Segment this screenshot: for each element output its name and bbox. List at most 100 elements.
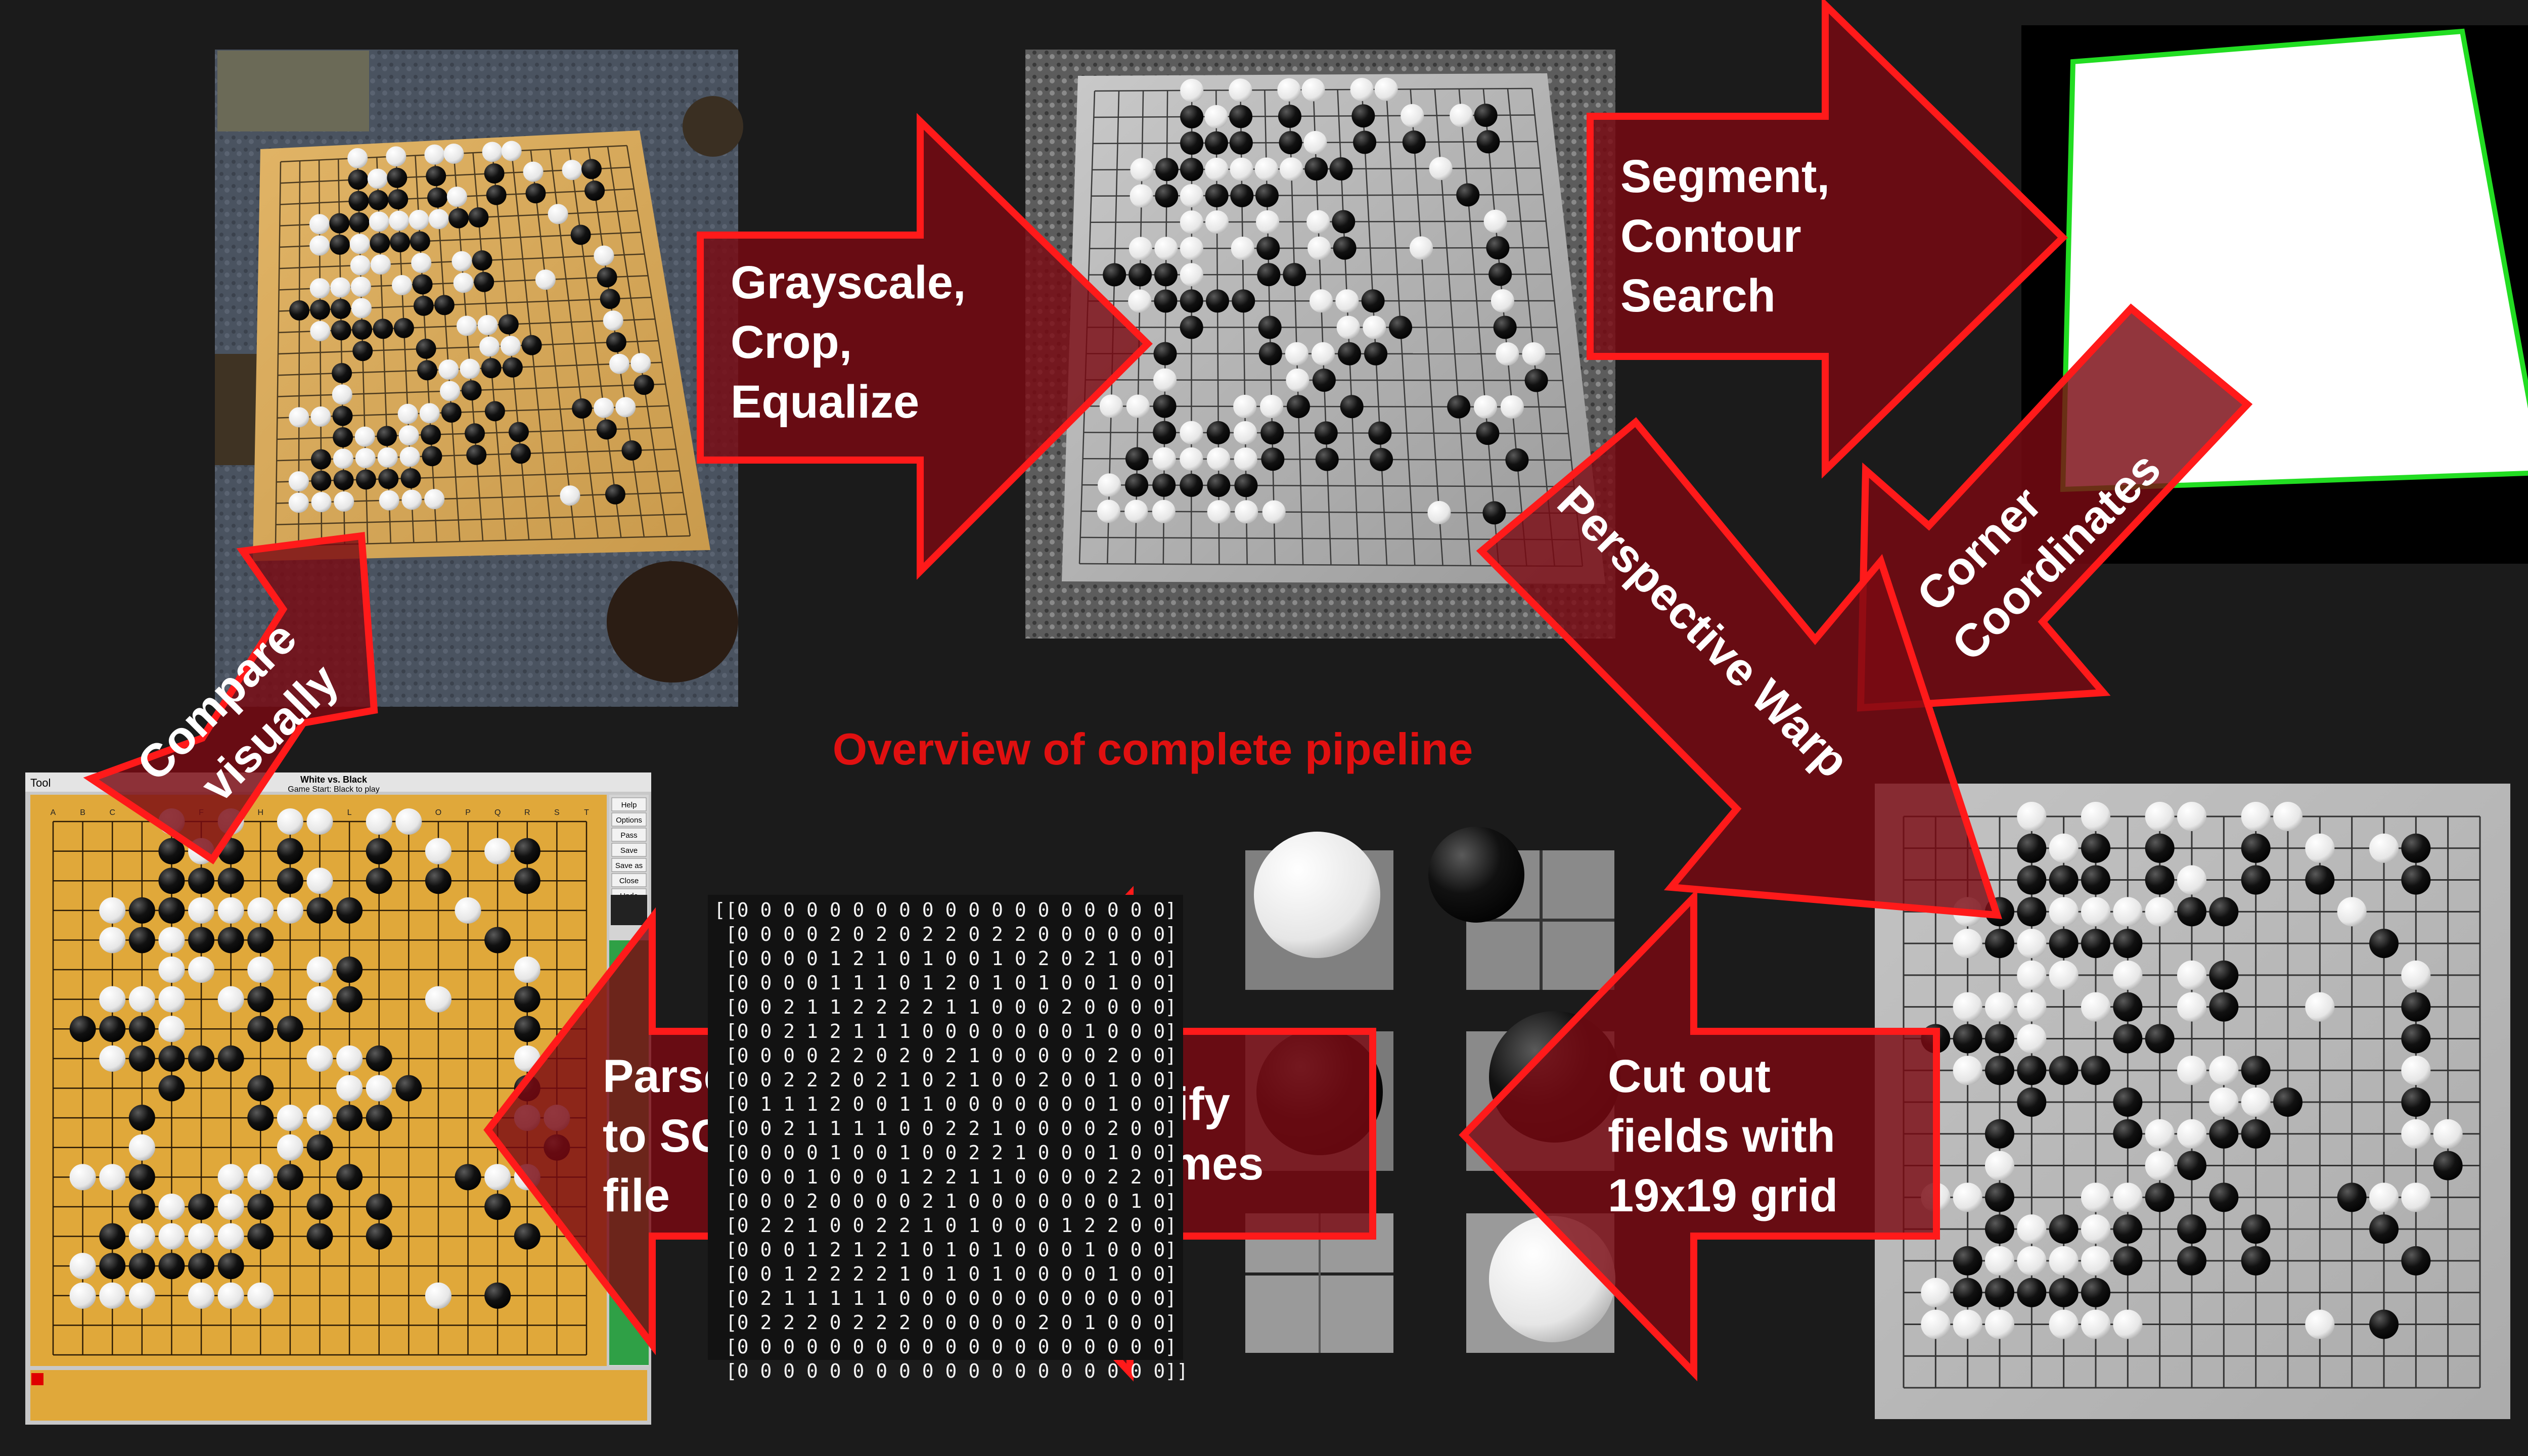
white-stone — [2017, 802, 2047, 831]
white-stone — [217, 1193, 244, 1220]
black-stone — [1153, 421, 1177, 444]
white-stone — [1374, 77, 1398, 101]
black-stone — [1370, 447, 1393, 471]
white-stone — [1235, 500, 1258, 524]
step-label-cut-out: Cut out fields with 19x19 grid — [1608, 1051, 1838, 1221]
black-stone — [468, 207, 489, 228]
black-stone — [393, 317, 414, 338]
white-stone — [2049, 1246, 2079, 1276]
black-stone — [306, 1223, 333, 1250]
black-stone — [2017, 833, 2047, 863]
white-stone — [247, 897, 274, 924]
black-stone — [1205, 289, 1229, 313]
black-stone — [514, 838, 540, 864]
black-stone — [366, 1105, 392, 1131]
white-stone — [349, 234, 370, 254]
black-stone — [1125, 473, 1149, 497]
white-stone — [1953, 929, 1982, 959]
black-stone — [426, 166, 446, 187]
sgf-button[interactable] — [611, 812, 647, 827]
white-stone — [128, 1282, 155, 1309]
white-stone — [1230, 157, 1253, 181]
white-stone — [1496, 342, 1519, 366]
black-stone — [2369, 1309, 2399, 1339]
white-stone — [1180, 237, 1203, 260]
black-stone — [306, 897, 333, 924]
white-stone — [1254, 157, 1278, 181]
white-stone — [288, 471, 309, 492]
white-stone — [609, 353, 629, 374]
black-stone — [2113, 1024, 2143, 1054]
black-stone — [1340, 395, 1364, 419]
black-stone — [2017, 897, 2047, 927]
black-stone — [247, 1016, 274, 1042]
black-stone — [368, 190, 389, 210]
black-stone — [2081, 833, 2110, 863]
black-stone — [2177, 1246, 2206, 1276]
white-stone — [453, 272, 474, 293]
sgf-menu-label[interactable]: Tool — [30, 777, 51, 789]
black-stone — [366, 1045, 392, 1072]
white-stone — [1233, 421, 1257, 445]
white-stone — [2017, 1024, 2047, 1054]
black-stone — [570, 224, 591, 245]
matrix-row: [0 2 1 1 1 1 1 0 0 0 0 0 0 0 0 0 0 0 0] — [714, 1287, 1177, 1309]
white-stone — [370, 254, 391, 275]
white-stone — [2401, 1182, 2431, 1212]
sgf-button[interactable] — [611, 843, 647, 857]
white-stone — [1180, 447, 1203, 471]
black-stone — [417, 360, 437, 381]
white-stone — [306, 1045, 333, 1072]
white-stone — [277, 808, 303, 835]
white-stone — [69, 1282, 96, 1309]
matrix-row: [0 0 2 1 1 1 1 0 0 2 2 1 0 0 0 0 2 0 0] — [714, 1117, 1177, 1140]
black-stone — [128, 1193, 155, 1220]
sgf-button[interactable] — [611, 858, 647, 872]
white-stone — [1363, 315, 1386, 339]
sgf-button-label: Save as — [615, 861, 643, 870]
sgf-button[interactable] — [611, 873, 647, 887]
black-stone — [390, 232, 411, 253]
white-stone — [2113, 960, 2143, 990]
board-col-label: C — [109, 808, 115, 817]
white-stone — [1953, 1182, 1982, 1212]
black-stone — [2049, 1214, 2079, 1244]
white-stone — [2145, 1151, 2175, 1180]
matrix-row: [0 2 2 1 0 0 2 2 1 0 1 0 0 0 1 2 2 0 0] — [714, 1214, 1177, 1237]
white-stone — [158, 1223, 185, 1250]
white-stone — [350, 277, 371, 297]
black-stone — [421, 424, 441, 445]
black-stone — [2273, 1087, 2303, 1117]
white-stone — [428, 209, 449, 230]
white-stone — [443, 144, 464, 164]
white-stone — [1205, 210, 1229, 234]
white-stone — [2017, 960, 2047, 990]
black-stone — [2049, 1278, 2079, 1307]
white-stone — [2209, 1087, 2239, 1117]
black-stone — [247, 927, 274, 953]
white-stone — [69, 1164, 96, 1191]
white-stone — [2177, 960, 2206, 990]
white-stone — [69, 1253, 96, 1280]
black-stone — [310, 299, 331, 320]
sgf-button[interactable] — [611, 797, 647, 811]
white-stone — [2081, 1182, 2110, 1212]
white-stone — [289, 407, 309, 428]
sgf-button[interactable] — [611, 828, 647, 842]
white-stone — [1204, 105, 1228, 128]
black-stone — [69, 1016, 96, 1042]
matrix-row: [0 0 0 0 0 0 0 0 0 0 0 0 0 0 0 0 0 0 0]] — [714, 1360, 1188, 1382]
black-stone — [387, 167, 408, 188]
black-stone — [484, 927, 511, 953]
black-stone — [217, 1045, 244, 1072]
black-stone — [370, 233, 390, 253]
white-stone — [1985, 1151, 2014, 1180]
white-stone — [99, 986, 126, 1013]
black-stone — [336, 986, 363, 1013]
white-stone — [514, 957, 540, 983]
black-stone — [395, 1075, 422, 1102]
white-stone — [425, 838, 452, 864]
white-stone — [594, 397, 614, 418]
white-stone — [2049, 1309, 2079, 1339]
white-stone — [2305, 833, 2335, 863]
